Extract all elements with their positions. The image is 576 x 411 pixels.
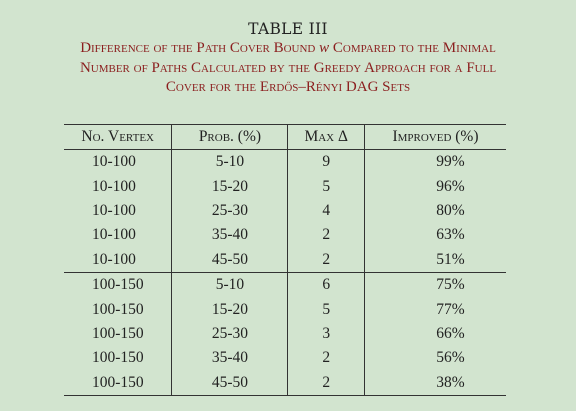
table-row: 100-150 45-50 2 38% bbox=[64, 371, 506, 396]
cell-prob: 25-30 bbox=[172, 199, 288, 223]
cell-max-delta: 5 bbox=[288, 174, 364, 198]
cell-max-delta: 2 bbox=[288, 371, 364, 396]
table-row: 10-100 5-10 9 99% bbox=[64, 150, 506, 175]
table-header: No. Vertex Prob. (%) Max Δ Improved (%) bbox=[64, 125, 506, 150]
cell-no-vertex: 10-100 bbox=[64, 223, 172, 247]
cell-improved: 77% bbox=[364, 297, 506, 321]
cell-no-vertex: 100-150 bbox=[64, 297, 172, 321]
title-variable-w: w bbox=[319, 40, 329, 56]
cell-prob: 45-50 bbox=[172, 371, 288, 396]
cell-prob: 45-50 bbox=[172, 248, 288, 273]
header-prob: Prob. (%) bbox=[172, 125, 288, 150]
cell-prob: 35-40 bbox=[172, 223, 288, 247]
cell-no-vertex: 100-150 bbox=[64, 272, 172, 297]
cell-improved: 56% bbox=[364, 346, 506, 370]
header-improved: Improved (%) bbox=[364, 125, 506, 150]
cell-improved: 38% bbox=[364, 371, 506, 396]
cell-prob: 35-40 bbox=[172, 346, 288, 370]
cell-improved: 80% bbox=[364, 199, 506, 223]
header-no-vertex: No. Vertex bbox=[64, 125, 172, 150]
table-row: 10-100 15-20 5 96% bbox=[64, 174, 506, 198]
cell-max-delta: 2 bbox=[288, 248, 364, 273]
cell-no-vertex: 10-100 bbox=[64, 248, 172, 273]
cell-prob: 5-10 bbox=[172, 272, 288, 297]
cell-improved: 75% bbox=[364, 272, 506, 297]
cell-no-vertex: 100-150 bbox=[64, 346, 172, 370]
table-row: 10-100 45-50 2 51% bbox=[64, 248, 506, 273]
cell-improved: 51% bbox=[364, 248, 506, 273]
cell-max-delta: 6 bbox=[288, 272, 364, 297]
cell-no-vertex: 10-100 bbox=[64, 150, 172, 175]
cell-no-vertex: 10-100 bbox=[64, 174, 172, 198]
cell-improved: 66% bbox=[364, 322, 506, 346]
cell-no-vertex: 10-100 bbox=[64, 199, 172, 223]
table-row: 100-150 25-30 3 66% bbox=[64, 322, 506, 346]
cell-improved: 99% bbox=[364, 150, 506, 175]
title-text: Compared to the Minimal bbox=[329, 40, 496, 56]
header-max-delta: Max Δ bbox=[288, 125, 364, 150]
table-title-line-3: Cover for the Erdős–Rényi DAG Sets bbox=[0, 78, 576, 98]
cell-max-delta: 3 bbox=[288, 322, 364, 346]
cell-no-vertex: 100-150 bbox=[64, 322, 172, 346]
results-table: No. Vertex Prob. (%) Max Δ Improved (%) … bbox=[64, 124, 506, 396]
cell-prob: 15-20 bbox=[172, 297, 288, 321]
title-text: Difference of the Path Cover Bound bbox=[80, 40, 319, 56]
table-label: TABLE III bbox=[0, 20, 576, 39]
cell-max-delta: 9 bbox=[288, 150, 364, 175]
cell-improved: 63% bbox=[364, 223, 506, 247]
table-row: 100-150 15-20 5 77% bbox=[64, 297, 506, 321]
cell-max-delta: 4 bbox=[288, 199, 364, 223]
cell-prob: 15-20 bbox=[172, 174, 288, 198]
table-row: 100-150 35-40 2 56% bbox=[64, 346, 506, 370]
table-row: 100-150 5-10 6 75% bbox=[64, 272, 506, 297]
cell-prob: 5-10 bbox=[172, 150, 288, 175]
cell-prob: 25-30 bbox=[172, 322, 288, 346]
header-row: No. Vertex Prob. (%) Max Δ Improved (%) bbox=[64, 125, 506, 150]
table-title-line-2: Number of Paths Calculated by the Greedy… bbox=[0, 59, 576, 79]
table-title-line-1: Difference of the Path Cover Bound w Com… bbox=[0, 39, 576, 59]
table-caption: TABLE III Difference of the Path Cover B… bbox=[0, 20, 576, 98]
cell-max-delta: 5 bbox=[288, 297, 364, 321]
table-row: 10-100 35-40 2 63% bbox=[64, 223, 506, 247]
cell-max-delta: 2 bbox=[288, 223, 364, 247]
cell-no-vertex: 100-150 bbox=[64, 371, 172, 396]
table-row: 10-100 25-30 4 80% bbox=[64, 199, 506, 223]
cell-max-delta: 2 bbox=[288, 346, 364, 370]
table-body: 10-100 5-10 9 99% 10-100 15-20 5 96% 10-100 25-30… bbox=[64, 150, 506, 396]
cell-improved: 96% bbox=[364, 174, 506, 198]
